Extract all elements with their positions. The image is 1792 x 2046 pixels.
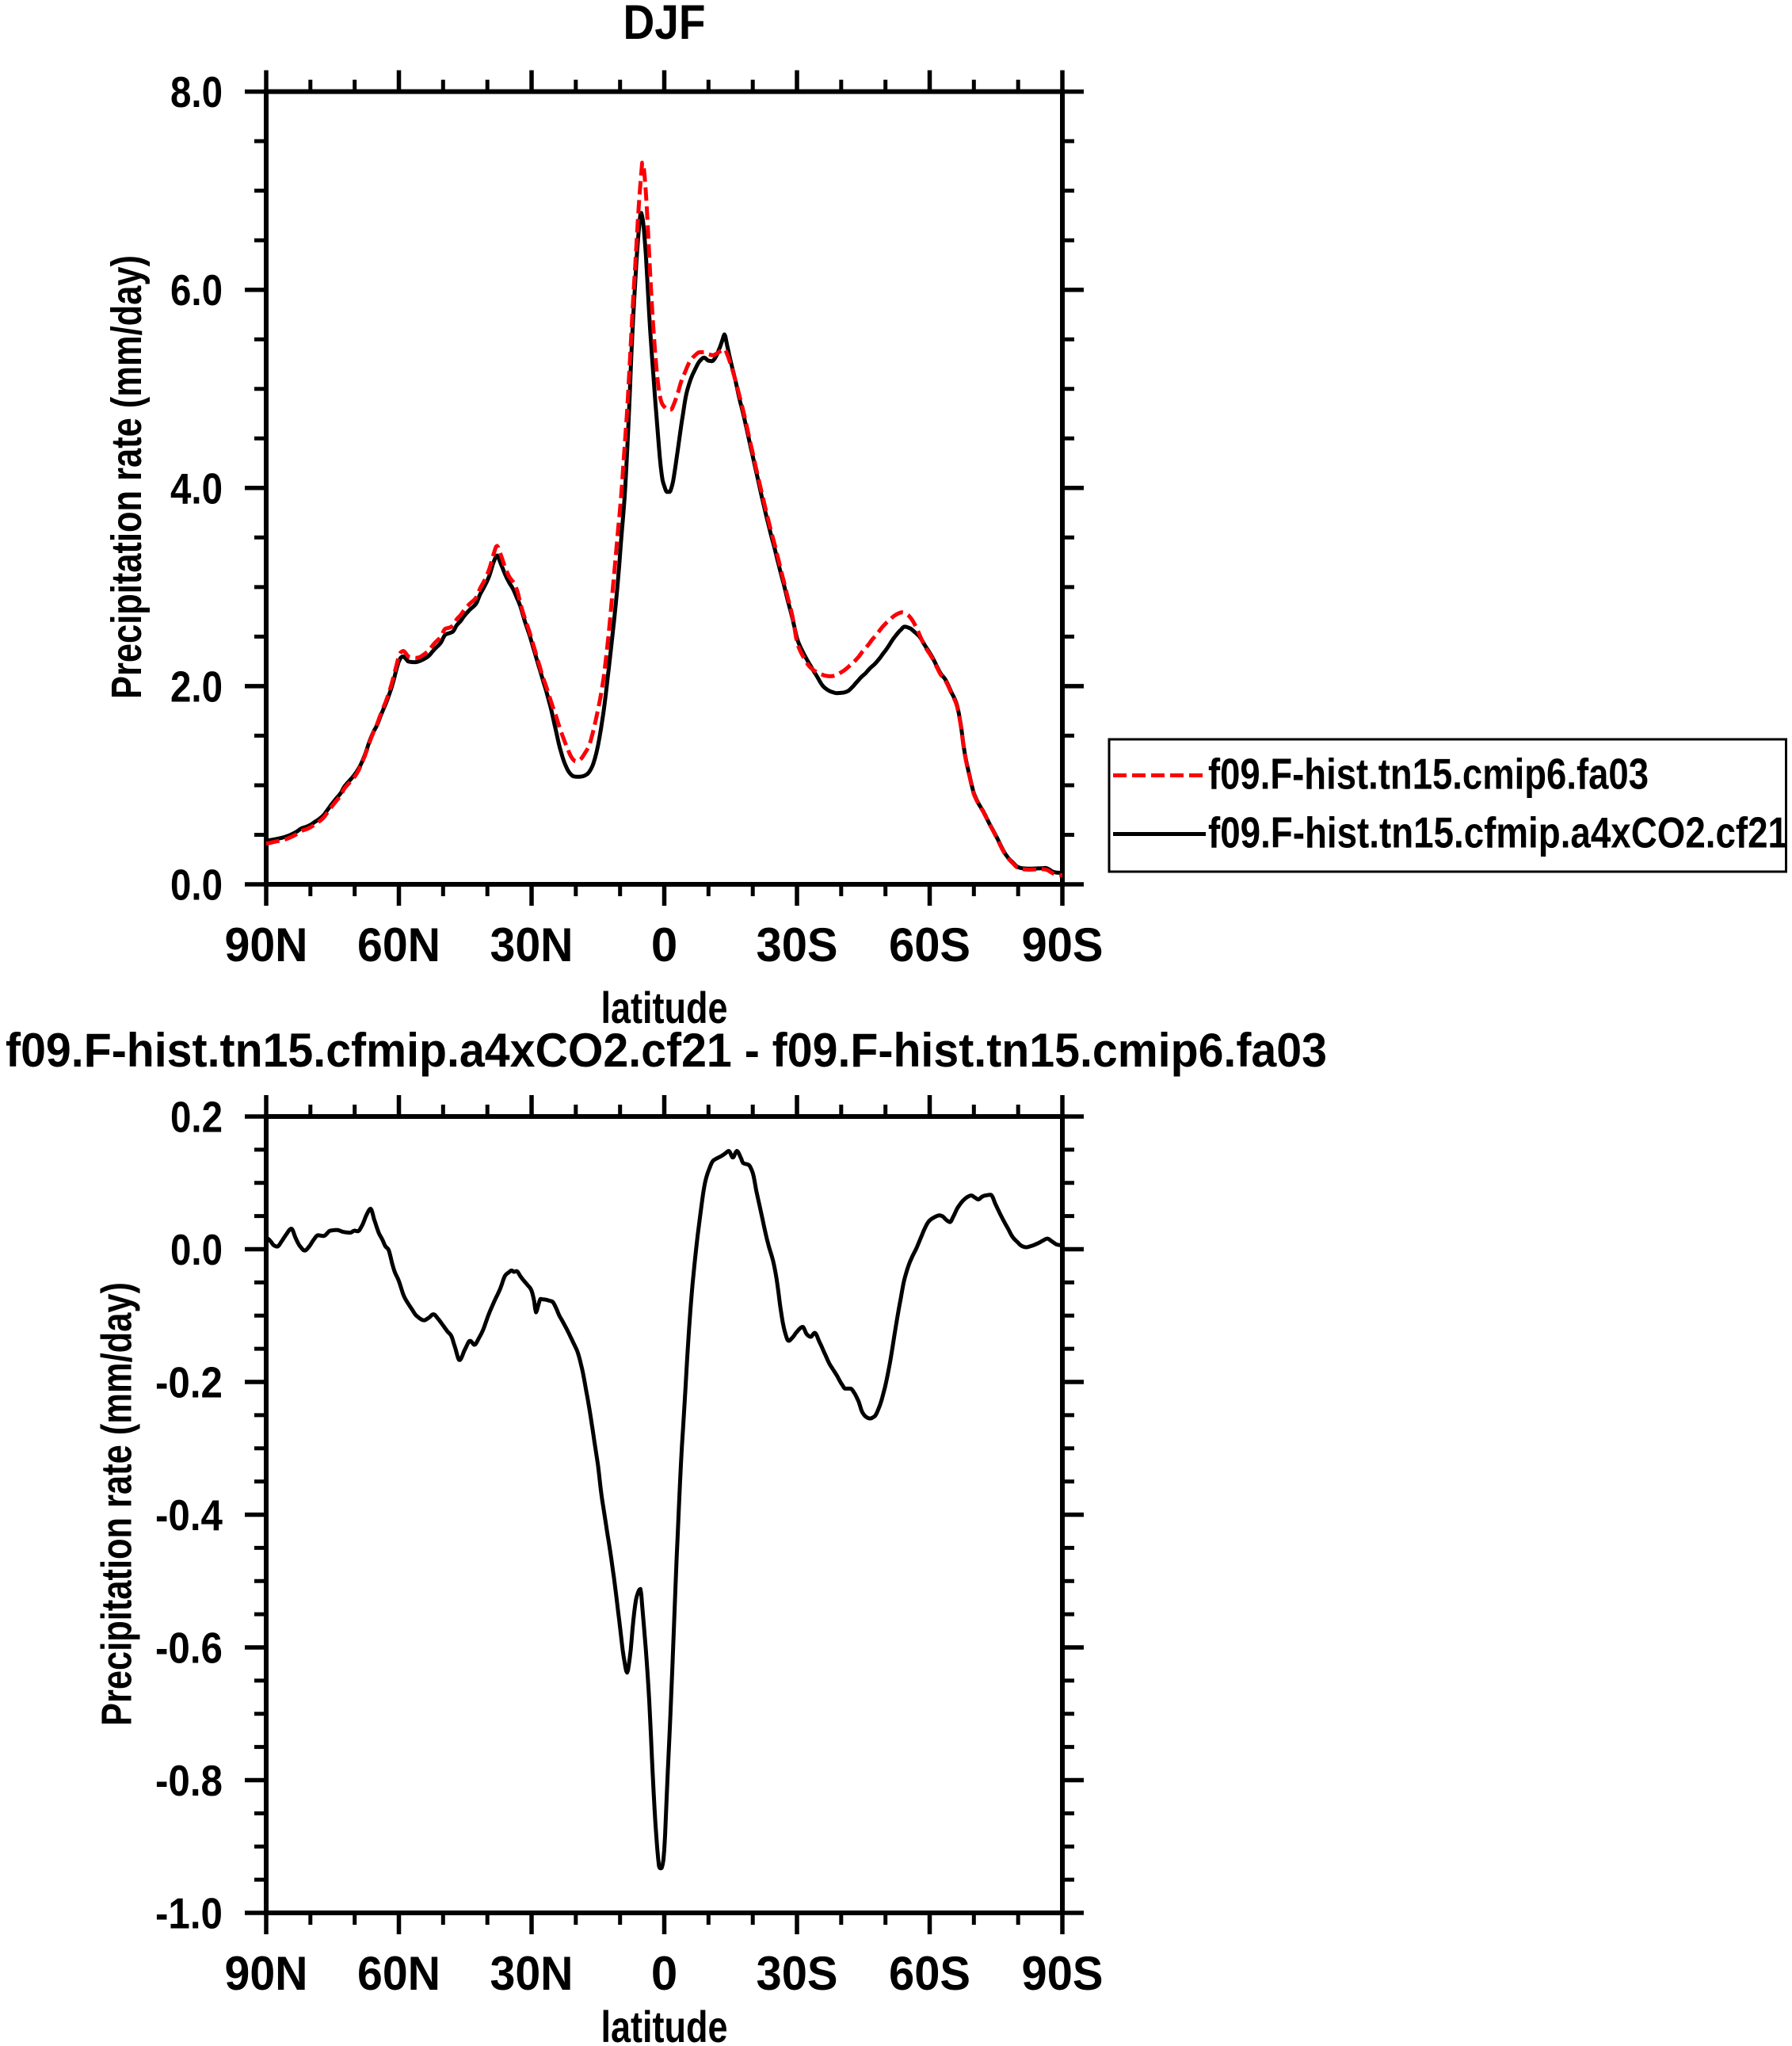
svg-text:-1.0: -1.0 — [155, 1890, 223, 1938]
svg-text:2.0: 2.0 — [170, 662, 223, 711]
svg-text:30S: 30S — [757, 918, 838, 971]
svg-text:8.0: 8.0 — [170, 68, 223, 116]
svg-text:Precipitation rate (mm/day): Precipitation rate (mm/day) — [93, 1282, 141, 1726]
svg-text:0: 0 — [651, 1947, 677, 2000]
svg-text:4.0: 4.0 — [170, 464, 223, 513]
svg-text:60S: 60S — [889, 1947, 970, 2000]
svg-text:60S: 60S — [889, 918, 970, 971]
svg-text:90N: 90N — [225, 918, 308, 971]
svg-text:0.0: 0.0 — [170, 861, 223, 910]
svg-text:60N: 60N — [357, 918, 440, 971]
svg-text:f09.F-hist.tn15.cmip6.fa03: f09.F-hist.tn15.cmip6.fa03 — [1208, 750, 1649, 799]
svg-text:90N: 90N — [225, 1947, 308, 2000]
svg-text:-0.4: -0.4 — [155, 1491, 223, 1540]
svg-text:90S: 90S — [1022, 1947, 1104, 2000]
svg-text:f09.F-hist.tn15.cfmip.a4xCO2.c: f09.F-hist.tn15.cfmip.a4xCO2.cf21 — [1208, 809, 1788, 857]
svg-text:0.0: 0.0 — [170, 1226, 223, 1274]
svg-text:DJF: DJF — [623, 0, 706, 49]
svg-text:0.2: 0.2 — [170, 1094, 223, 1142]
svg-text:latitude: latitude — [601, 983, 728, 1033]
svg-text:30N: 30N — [490, 918, 574, 971]
svg-text:60N: 60N — [357, 1947, 440, 2000]
svg-text:90S: 90S — [1022, 918, 1104, 971]
svg-text:-0.8: -0.8 — [155, 1757, 223, 1805]
svg-text:-0.6: -0.6 — [155, 1624, 223, 1673]
svg-text:Precipitation rate (mm/day): Precipitation rate (mm/day) — [103, 255, 151, 699]
svg-text:30N: 30N — [490, 1947, 574, 2000]
svg-text:f09.F-hist.tn15.cfmip.a4xCO2.c: f09.F-hist.tn15.cfmip.a4xCO2.cf21 - f09.… — [6, 1024, 1327, 1077]
svg-text:30S: 30S — [757, 1947, 838, 2000]
svg-text:latitude: latitude — [601, 2002, 728, 2046]
svg-text:6.0: 6.0 — [170, 266, 223, 315]
svg-text:0: 0 — [651, 918, 677, 971]
svg-text:-0.2: -0.2 — [155, 1359, 223, 1407]
